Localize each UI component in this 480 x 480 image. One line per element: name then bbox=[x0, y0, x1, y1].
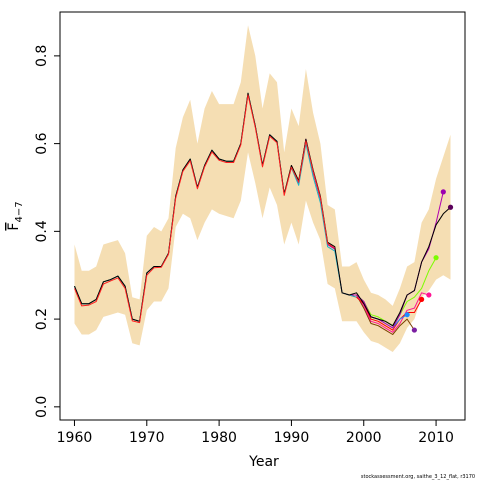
series-lines bbox=[74, 92, 451, 335]
x-tick-label-1970: 1970 bbox=[129, 430, 165, 446]
endpoint-2 bbox=[426, 292, 432, 298]
endpoint-0 bbox=[411, 327, 417, 333]
plot-frame bbox=[59, 11, 466, 421]
y-axis: 0.0 0.2 0.4 0.6 0.8 bbox=[34, 45, 60, 418]
endpoint-4 bbox=[433, 255, 439, 261]
endpoint-3 bbox=[404, 312, 410, 318]
endpoint-6 bbox=[447, 204, 454, 210]
x-tick-label-1960: 1960 bbox=[57, 430, 93, 446]
x-axis: 1960 1970 1980 1990 2000 2010 bbox=[57, 420, 454, 446]
endpoints bbox=[404, 189, 454, 333]
x-tick-label-1990: 1990 bbox=[274, 430, 310, 446]
x-tick-label-1980: 1980 bbox=[201, 430, 237, 446]
y-tick-label-1: 0.2 bbox=[34, 308, 50, 330]
x-tick-label-2000: 2000 bbox=[346, 430, 382, 446]
x-axis-title: Year bbox=[248, 454, 279, 470]
y-tick-label-4: 0.8 bbox=[34, 45, 50, 67]
series-line-8 bbox=[74, 94, 336, 324]
svg-text:F4−7: F4−7 bbox=[6, 201, 25, 230]
endpoint-5 bbox=[440, 189, 446, 195]
band-area bbox=[74, 25, 451, 352]
y-tick-label-0: 0.0 bbox=[34, 396, 50, 418]
y-axis-title-main: F bbox=[6, 223, 22, 231]
y-tick-label-2: 0.4 bbox=[34, 220, 50, 242]
confidence-band bbox=[74, 25, 451, 352]
footer-note: stockassessment.org, saithe_3_12_flat, r… bbox=[361, 474, 475, 480]
y-tick-label-3: 0.6 bbox=[34, 132, 50, 154]
endpoint-1 bbox=[419, 296, 425, 302]
y-axis-title-sub: 4−7 bbox=[14, 201, 25, 222]
x-tick-label-2010: 2010 bbox=[418, 430, 454, 446]
y-axis-title: F4−7 bbox=[6, 201, 25, 230]
